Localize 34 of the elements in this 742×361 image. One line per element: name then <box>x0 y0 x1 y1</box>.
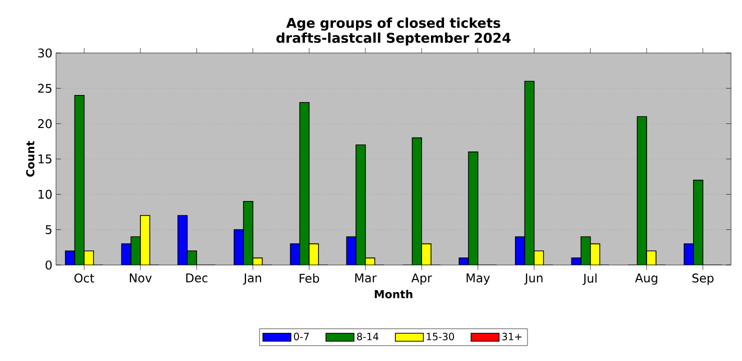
bar <box>74 95 85 265</box>
bar <box>693 180 704 265</box>
legend-label: 8-14 <box>357 332 378 340</box>
x-tick-label: Sep <box>692 274 714 285</box>
y-tick-label: 30 <box>38 48 52 58</box>
x-tick-label: Feb <box>300 274 320 283</box>
y-tick-label: 5 <box>46 225 52 234</box>
y-tick-label: 0 <box>46 260 52 270</box>
x-tick-label: May <box>466 274 490 285</box>
x-tick-label: Jan <box>243 274 262 285</box>
x-tick-label: Apr <box>411 274 432 285</box>
bar <box>356 144 366 265</box>
x-axis-title: Month <box>374 290 412 298</box>
bar <box>524 81 534 265</box>
x-tick-label: Nov <box>130 274 152 282</box>
x-tick-label: Mar <box>355 274 377 282</box>
x-tick-label: Jun <box>524 274 542 285</box>
x-tick-label: Aug <box>635 274 658 285</box>
x-tick-label: Dec <box>186 274 208 282</box>
legend-label: 15-30 <box>426 332 454 340</box>
y-tick-label: 20 <box>38 119 52 128</box>
y-axis-title: Count <box>26 141 34 177</box>
y-tick-label: 10 <box>38 190 52 199</box>
x-tick-label: Oct <box>74 274 94 283</box>
chart-title: Age groups of closed tickets drafts-lastcall September 2024 <box>276 18 511 46</box>
legend-label: 31+ <box>502 332 522 340</box>
bar <box>468 152 478 265</box>
y-tick-label: 15 <box>38 154 52 164</box>
bar <box>299 102 310 265</box>
x-tick-label: Jul <box>582 274 596 285</box>
bar <box>636 116 648 265</box>
bar <box>412 137 422 265</box>
legend-label: 0-7 <box>294 332 309 340</box>
y-tick-label: 25 <box>38 84 52 93</box>
